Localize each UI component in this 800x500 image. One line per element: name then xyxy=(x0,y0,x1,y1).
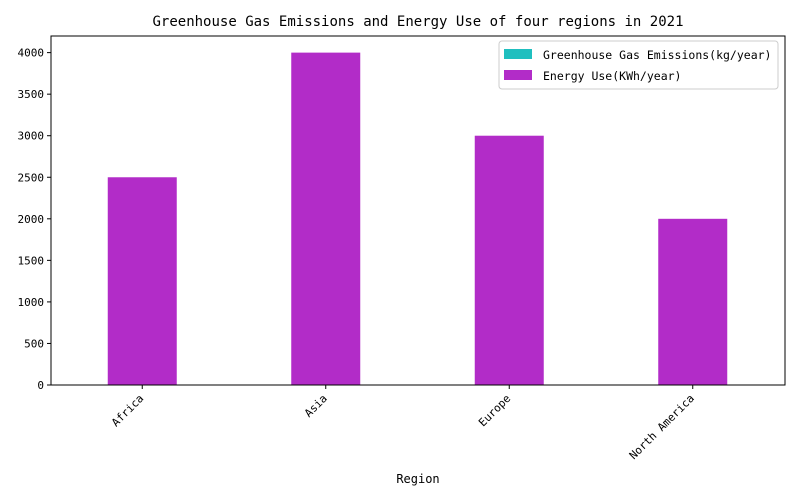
y-tick-label: 1500 xyxy=(18,254,45,267)
y-tick-label: 4000 xyxy=(18,47,45,60)
y-axis: 0 500 1000 1500 2000 2500 3000 3500 4000 xyxy=(18,47,51,392)
legend-entries: Greenhouse Gas Emissions(kg/year) Energy … xyxy=(504,48,771,83)
bar-energy-use-europe xyxy=(474,135,544,385)
y-tick-label: 3500 xyxy=(18,88,45,101)
legend-label: Greenhouse Gas Emissions(kg/year) xyxy=(543,48,771,62)
x-tick-label: Europe xyxy=(476,392,513,429)
y-tick-label: 2500 xyxy=(18,171,45,184)
x-tick-label: Africa xyxy=(109,392,146,429)
legend: Greenhouse Gas Emissions(kg/year) Energy … xyxy=(498,40,779,90)
y-tick-label: 3000 xyxy=(18,130,45,143)
legend-swatch xyxy=(504,70,532,80)
legend-box xyxy=(498,40,779,90)
y-tick-label: 0 xyxy=(37,379,44,392)
x-axis: Africa Asia Europe North America xyxy=(109,385,697,462)
x-axis-label: Region xyxy=(396,472,439,486)
y-tick-label: 500 xyxy=(24,337,44,350)
x-tick-label: Asia xyxy=(302,392,330,420)
legend-swatch xyxy=(504,49,532,59)
bars-layer xyxy=(107,52,728,385)
x-tick-label: North America xyxy=(627,392,697,462)
bar-energy-use-north-america xyxy=(658,218,728,385)
legend-label: Energy Use(KWh/year) xyxy=(543,69,681,83)
bar-energy-use-africa xyxy=(107,177,177,385)
chart-title: Greenhouse Gas Emissions and Energy Use … xyxy=(152,14,683,30)
plot-frame xyxy=(50,35,786,386)
y-tick-label: 1000 xyxy=(18,296,45,309)
y-tick-label: 2000 xyxy=(18,213,45,226)
bar-energy-use-asia xyxy=(291,52,361,385)
